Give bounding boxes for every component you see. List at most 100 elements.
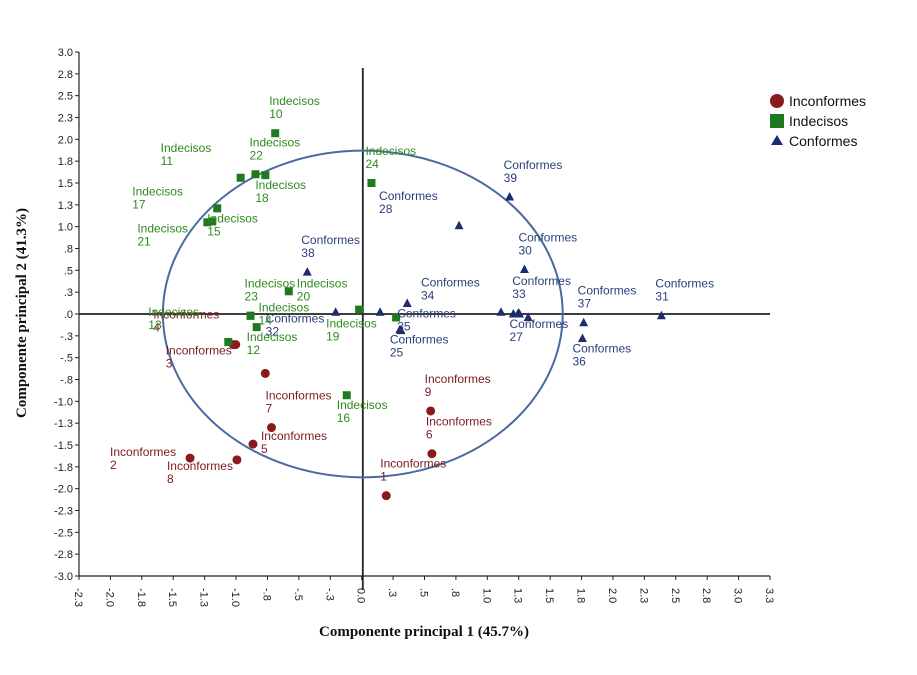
x-tick-label: -1.3 [198,588,210,607]
point-conformes [402,298,412,308]
x-tick-label: -1.5 [166,588,178,607]
y-tick-label: -.8 [60,375,73,387]
y-tick-label: 1.0 [58,222,73,234]
point-label-name: Inconformes [261,429,327,443]
point-label-name: Indecisos [148,305,199,319]
point-inconformes [260,368,270,378]
point-inconformes [381,491,391,501]
point-label-name: Conformes [266,311,325,325]
point-label-id: 14 [259,314,273,328]
legend-label: Indecisos [789,113,848,129]
point-inconformes [185,453,195,463]
point-label-id: 3 [166,357,173,371]
x-tick-label: -2.3 [72,588,84,607]
point-indecisos [284,287,293,296]
point-label-id: 33 [512,287,526,301]
point-label-id: 1 [380,470,387,484]
point-inconformes [266,423,276,433]
x-tick-label: .5 [418,588,430,597]
y-tick-label: 1.5 [58,178,73,190]
legend-label: Conformes [789,133,857,149]
point-label-name: Inconformes [265,389,331,403]
point-indecisos [392,313,401,322]
point-indecisos [342,391,351,400]
point-label-name: Conformes [379,189,438,203]
point-label-name: Inconformes [166,344,232,358]
point-conformes [331,307,341,316]
point-label-name: Indecisos [137,221,188,235]
point-inconformes [232,455,242,465]
y-tick-label: -1.5 [54,440,73,452]
point-label-name: Indecisos [337,398,388,412]
y-tick-label: .0 [64,309,73,321]
x-tick-label: 1.0 [480,588,492,603]
point-label-name: Inconformes [425,372,491,386]
point-conformes [579,317,589,327]
y-tick-label: 2.8 [58,69,73,81]
point-label-name: Inconformes [167,459,233,473]
y-tick-label: 2.5 [58,91,73,103]
point-conformes [577,333,587,342]
x-tick-label: 3.0 [732,588,744,603]
point-label-name: Indecisos [255,178,306,192]
point-label-id: 20 [297,289,311,303]
y-tick-label: .8 [64,244,73,256]
point-label-id: 8 [167,472,174,486]
point-label-name: Inconformes [380,457,446,471]
point-label-name: Conformes [512,274,571,288]
x-tick-label: 1.8 [575,588,587,603]
y-axis-title: Componente principal 2 (41.3%) [14,208,30,418]
point-label-name: Indecisos [326,316,377,330]
point-indecisos [236,173,245,182]
point-label-id: 5 [261,442,268,456]
x-axis-title: Componente principal 1 (45.7%) [319,624,529,640]
point-label-id: 19 [326,329,340,343]
y-tick-label: -1.3 [54,418,73,430]
point-label-name: Conformes [510,317,569,331]
point-indecisos [271,129,280,138]
point-label-name: Indecisos [132,184,183,198]
point-label-id: 2 [110,458,117,472]
point-label-id: 22 [249,148,263,162]
point-label-id: 7 [265,402,272,416]
x-tick-label: -1.0 [229,588,241,607]
x-tick-label: 2.0 [606,588,618,603]
point-label-id: 25 [390,346,404,360]
point-label-id: 6 [426,428,433,442]
x-axis-ticks: -2.3 -2.0 -1.8 -1.5 -1.3 -1.0 -.8 -.5 -.3 0.0 .3 .5… [72,576,775,607]
point-label-id: 35 [397,320,411,334]
point-indecisos [213,204,222,213]
point-label-name: Conformes [390,333,449,347]
point-label-id: 37 [578,297,592,311]
x-tick-label: 1.5 [543,588,555,603]
y-tick-label: 3.0 [58,47,73,59]
point-label-id: 4 [153,321,160,335]
x-tick-label: -.3 [323,588,335,601]
x-tick-label: -2.0 [103,588,115,607]
point-conformes [396,325,406,335]
point-label-id: 38 [301,246,315,260]
point-label-id: 36 [572,354,586,368]
point-label-id: 28 [379,202,393,216]
point-label-id: 16 [337,411,351,425]
point-label-id: 30 [518,243,532,257]
point-inconformes [248,439,258,449]
x-tick-label: -1.8 [135,588,147,607]
correlation-circle [161,149,564,479]
point-label-name: Conformes [397,307,456,321]
point-label-id: 34 [421,288,435,302]
y-tick-label: -2.8 [54,549,73,561]
point-label-name: Conformes [572,341,631,355]
point-conformes [302,267,312,276]
point-inconformes [426,406,436,416]
point-conformes [656,310,666,320]
point-conformes [454,220,464,230]
circle-outline [161,149,564,479]
point-indecisos [224,337,233,346]
point-indecisos [251,170,260,179]
x-tick-label: 3.3 [763,588,775,603]
y-tick-label: 2.0 [58,134,73,146]
x-tick-label: 1.3 [512,588,524,603]
point-label-id: 27 [510,330,524,344]
